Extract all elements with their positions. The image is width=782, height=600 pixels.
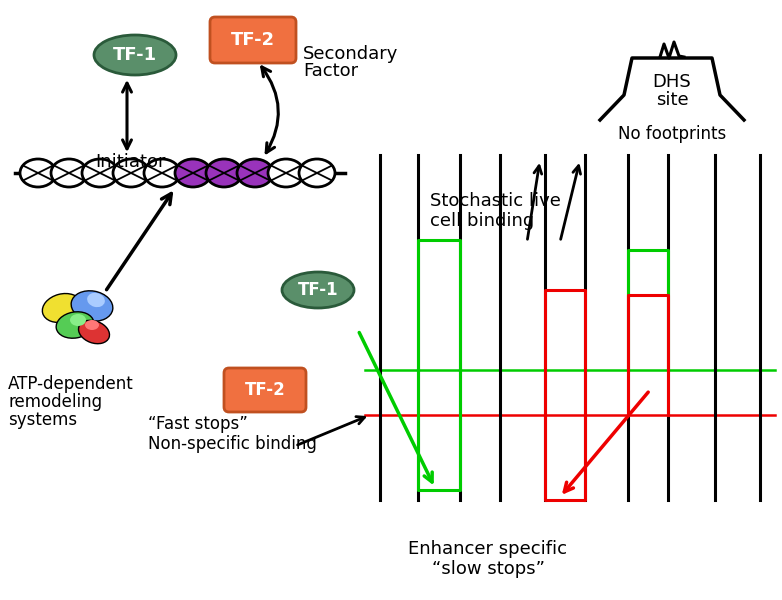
Ellipse shape xyxy=(51,159,87,187)
Text: “slow stops”: “slow stops” xyxy=(432,560,544,578)
Text: Initiator: Initiator xyxy=(95,153,166,171)
Text: Enhancer specific: Enhancer specific xyxy=(408,540,568,558)
Ellipse shape xyxy=(20,159,56,187)
FancyBboxPatch shape xyxy=(210,17,296,63)
Text: ATP-dependent: ATP-dependent xyxy=(8,375,134,393)
Text: TF-1: TF-1 xyxy=(298,281,339,299)
Text: “Fast stops”: “Fast stops” xyxy=(148,415,248,433)
Ellipse shape xyxy=(175,159,211,187)
Ellipse shape xyxy=(87,293,105,307)
Text: Non-specific binding: Non-specific binding xyxy=(148,435,317,453)
Ellipse shape xyxy=(42,293,81,322)
Text: Factor: Factor xyxy=(303,62,358,80)
Ellipse shape xyxy=(85,320,99,330)
Ellipse shape xyxy=(82,159,118,187)
Text: TF-2: TF-2 xyxy=(245,381,285,399)
Ellipse shape xyxy=(206,159,242,187)
Text: TF-2: TF-2 xyxy=(231,31,275,49)
Text: TF-1: TF-1 xyxy=(113,46,157,64)
Ellipse shape xyxy=(299,159,335,187)
Ellipse shape xyxy=(268,159,304,187)
Text: systems: systems xyxy=(8,411,77,429)
Ellipse shape xyxy=(237,159,273,187)
Ellipse shape xyxy=(56,312,94,338)
Text: Secondary: Secondary xyxy=(303,45,398,63)
Ellipse shape xyxy=(113,159,149,187)
Ellipse shape xyxy=(71,291,113,321)
Text: Stochastic live: Stochastic live xyxy=(430,192,561,210)
Text: No footprints: No footprints xyxy=(618,125,726,143)
Ellipse shape xyxy=(78,320,109,344)
Ellipse shape xyxy=(94,35,176,75)
Text: site: site xyxy=(655,91,688,109)
Ellipse shape xyxy=(282,272,354,308)
Ellipse shape xyxy=(144,159,180,187)
Text: cell binding: cell binding xyxy=(430,212,534,230)
FancyBboxPatch shape xyxy=(224,368,306,412)
Text: remodeling: remodeling xyxy=(8,393,102,411)
Ellipse shape xyxy=(70,314,86,326)
Text: DHS: DHS xyxy=(653,73,691,91)
